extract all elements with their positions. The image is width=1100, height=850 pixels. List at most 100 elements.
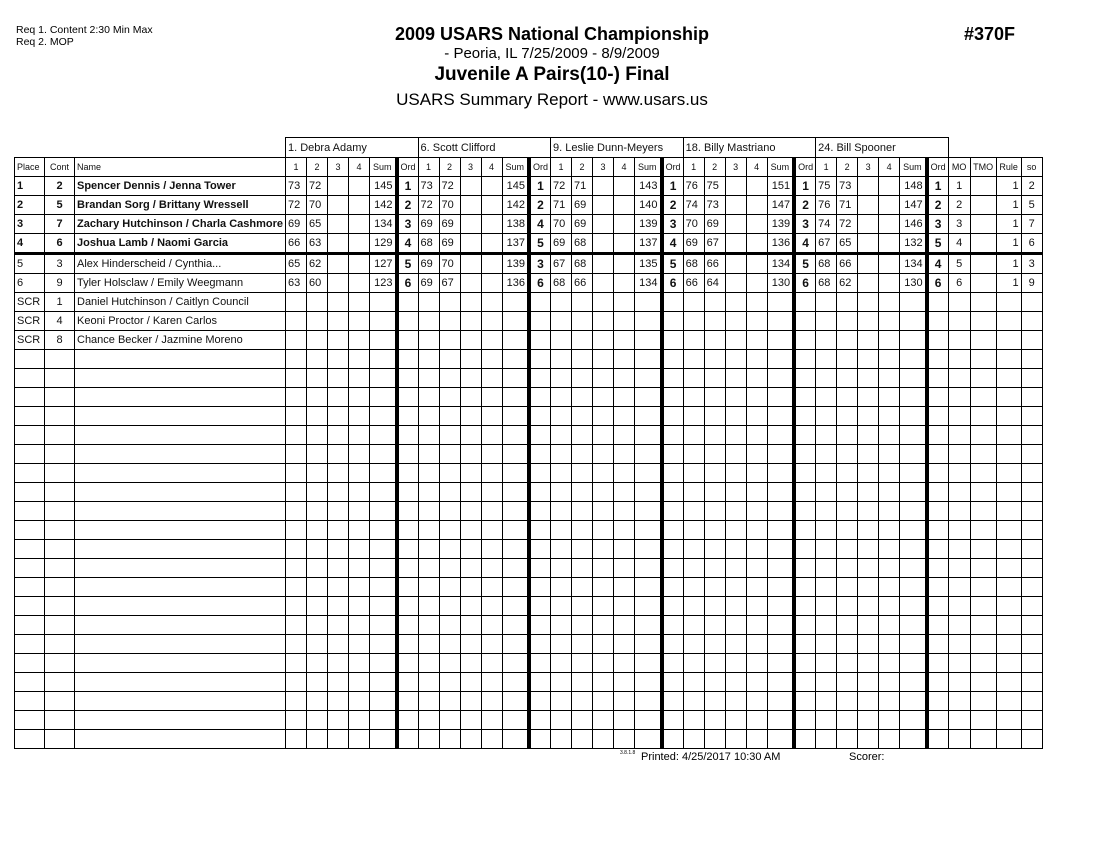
mark-cell — [459, 233, 482, 255]
ord-cell — [792, 691, 817, 711]
sum-cell — [766, 653, 795, 673]
sum-cell — [501, 520, 530, 540]
ord-cell — [527, 425, 552, 445]
mark-cell — [745, 672, 768, 692]
mark-cell — [327, 273, 349, 293]
place-cell: SCR — [14, 311, 45, 331]
mark-cell — [682, 501, 705, 521]
mark-cell — [417, 387, 440, 407]
sum-cell — [501, 558, 530, 578]
mark-cell: 71 — [550, 195, 573, 215]
mark-cell — [613, 577, 636, 597]
mark-cell — [348, 406, 370, 426]
mo-cell — [947, 520, 971, 540]
mark-cell — [878, 482, 901, 502]
tmo-cell — [969, 387, 997, 407]
mo-cell — [947, 501, 971, 521]
rule-cell — [995, 444, 1022, 464]
ord-cell — [924, 691, 949, 711]
mark-cell — [682, 558, 705, 578]
mark-cell — [327, 558, 349, 578]
mark-cell — [459, 596, 482, 616]
mark-cell: 73 — [703, 195, 726, 215]
mark-cell: 67 — [438, 273, 461, 293]
mark-cell: 70 — [682, 214, 705, 234]
mark-cell: 69 — [682, 233, 705, 255]
tmo-cell — [969, 292, 997, 312]
sum-cell: 123 — [369, 273, 397, 293]
mark-cell — [815, 691, 838, 711]
ord-cell — [659, 558, 684, 578]
ord-cell — [792, 653, 817, 673]
mark-cell — [682, 292, 705, 312]
name-cell: Alex Hinderscheid / Cynthia... — [74, 253, 286, 274]
mark-cell — [306, 311, 328, 331]
col-mark-1: 1 — [815, 157, 838, 177]
mark-cell — [682, 691, 705, 711]
sum-cell — [501, 672, 530, 692]
mark-cell — [285, 387, 307, 407]
name-cell — [74, 482, 286, 502]
mark-cell — [438, 558, 461, 578]
mark-cell — [703, 691, 726, 711]
mark-cell — [327, 577, 349, 597]
ord-cell — [659, 710, 684, 730]
sum-cell — [766, 634, 795, 654]
ord-cell — [394, 691, 419, 711]
table-row: SCR 4 Keoni Proctor / Karen Carlos — [14, 311, 1043, 331]
col-mark-3: 3 — [592, 157, 615, 177]
mark-cell — [438, 444, 461, 464]
sum-cell: 132 — [899, 233, 928, 255]
name-cell: Keoni Proctor / Karen Carlos — [74, 311, 286, 331]
mark-cell — [327, 596, 349, 616]
tmo-cell — [969, 311, 997, 331]
mark-cell — [745, 463, 768, 483]
ord-cell — [394, 444, 419, 464]
mark-cell — [592, 577, 615, 597]
mark-cell — [857, 368, 880, 388]
mark-cell — [306, 330, 328, 350]
mark-cell — [613, 233, 636, 255]
mark-cell — [745, 349, 768, 369]
empty-row — [14, 653, 1043, 673]
ord-cell — [659, 729, 684, 749]
rule-cell — [995, 691, 1022, 711]
name-cell — [74, 444, 286, 464]
mark-cell — [459, 710, 482, 730]
mark-cell — [745, 387, 768, 407]
mark-cell — [592, 214, 615, 234]
mo-cell — [947, 596, 971, 616]
sum-cell: 145 — [501, 176, 530, 196]
rule-cell — [995, 653, 1022, 673]
place-cell — [14, 368, 45, 388]
mark-cell — [745, 311, 768, 331]
ord-cell — [527, 691, 552, 711]
col-mark-2: 2 — [438, 157, 461, 177]
mark-cell — [550, 311, 573, 331]
mark-cell — [613, 596, 636, 616]
sum-cell: 135 — [634, 253, 663, 274]
mark-cell: 68 — [815, 253, 838, 274]
mark-cell — [836, 615, 859, 635]
mark-cell — [480, 176, 503, 196]
mark-cell — [745, 444, 768, 464]
mark-cell — [682, 330, 705, 350]
mark-cell — [348, 672, 370, 692]
col-ord: Ord — [792, 157, 817, 177]
mark-cell — [745, 501, 768, 521]
place-cell: 2 — [14, 195, 45, 215]
mark-cell — [745, 195, 768, 215]
mark-cell — [592, 729, 615, 749]
ord-cell: 5 — [792, 253, 817, 274]
mark-cell — [327, 729, 349, 749]
col-place: Place — [14, 157, 45, 177]
mark-cell: 71 — [836, 195, 859, 215]
sum-cell — [501, 444, 530, 464]
mark-cell — [480, 406, 503, 426]
tmo-cell — [969, 539, 997, 559]
empty-row — [14, 368, 1043, 388]
mark-cell — [459, 195, 482, 215]
mark-cell — [592, 387, 615, 407]
mark-cell: 65 — [306, 214, 328, 234]
mark-cell — [836, 349, 859, 369]
